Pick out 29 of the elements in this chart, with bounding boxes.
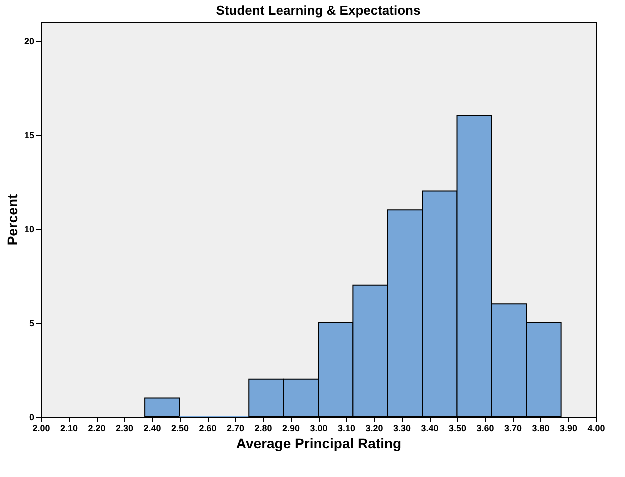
x-tick-label: 2.80 [254,424,272,434]
x-tick-label: 3.60 [476,424,494,434]
x-tick-label: 3.40 [421,424,439,434]
chart-title: Student Learning & Expectations [216,3,421,18]
x-tick-label: 2.50 [171,424,190,434]
x-tick-label: 3.70 [504,424,522,434]
x-tick-label: 3.80 [532,424,550,434]
x-axis-title: Average Principal Rating [236,436,402,452]
y-tick-label: 20 [24,36,34,46]
x-tick-label: 2.00 [32,424,50,434]
x-tick-label: 4.00 [588,424,606,434]
x-tick-label: 3.90 [560,424,578,434]
x-tick-label: 2.70 [226,424,245,434]
y-tick-label: 10 [24,224,34,234]
y-tick-label: 0 [29,412,34,422]
y-axis-title: Percent [4,194,20,246]
x-tick-label: 2.60 [199,424,217,434]
x-tick-label: 3.00 [310,424,328,434]
x-tick-label: 3.20 [366,424,384,434]
x-tick-label: 2.40 [144,424,162,434]
x-tick-label: 2.90 [282,424,300,434]
x-tick-label: 2.20 [88,424,106,434]
x-tick-label: 3.50 [448,424,467,434]
y-tick-label: 5 [29,318,34,328]
x-tick-label: 3.10 [338,424,356,434]
x-tick-label: 2.10 [60,424,78,434]
x-tick-label: 3.30 [393,424,412,434]
y-tick-label: 15 [24,130,34,140]
x-tick-label: 2.30 [116,424,134,434]
